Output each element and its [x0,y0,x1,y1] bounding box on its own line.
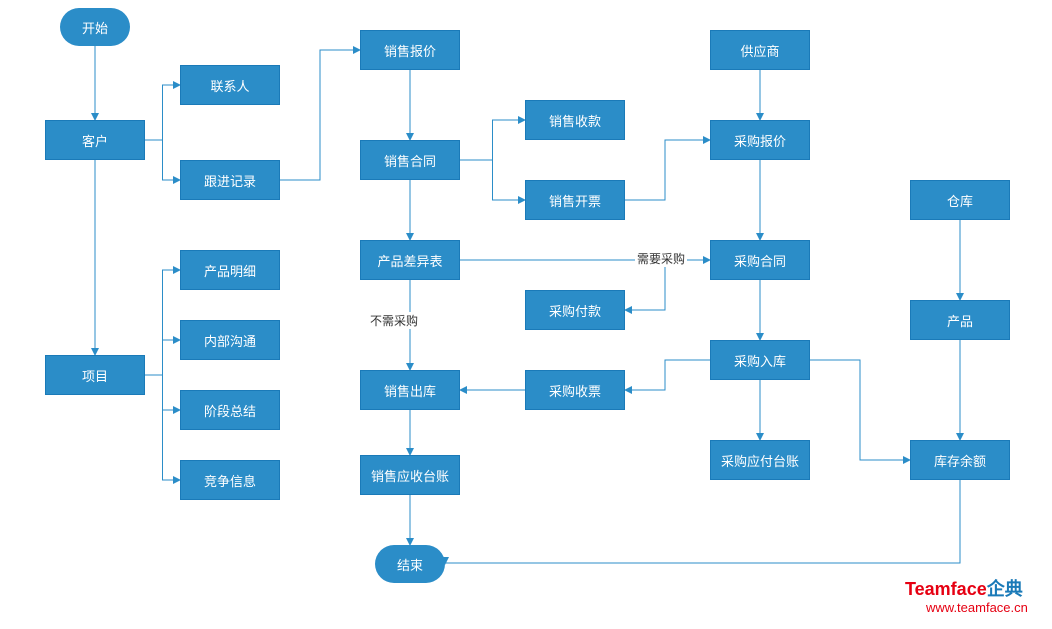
node-contract: 销售合同 [360,140,460,180]
edge-pcontract-ppay [625,260,710,310]
node-pcontract: 采购合同 [710,240,810,280]
node-followup: 跟进记录 [180,160,280,200]
edge-contract-receipt [460,120,525,160]
brand-title: Teamface企典 [905,575,1023,601]
node-end: 结束 [375,545,445,583]
node-contact: 联系人 [180,65,280,105]
node-warehouse: 仓库 [910,180,1010,220]
edge-invoice-pquote [625,140,710,200]
node-receipt: 销售收款 [525,100,625,140]
edge-contract-invoice [460,160,525,200]
node-pquote: 采购报价 [710,120,810,160]
edge-project-internal [145,340,180,375]
node-outstock: 销售出库 [360,370,460,410]
brand-url: www.teamface.cn [926,600,1028,615]
brand-qidian: 企典 [987,579,1023,599]
node-stockbal: 库存余额 [910,440,1010,480]
edge-label: 需要采购 [635,250,687,267]
node-compete: 竞争信息 [180,460,280,500]
node-invoice: 销售开票 [525,180,625,220]
node-arledger: 销售应收台账 [360,455,460,495]
edge-followup-quote [280,50,360,180]
node-start: 开始 [60,8,130,46]
edge-project-proddetail [145,270,180,375]
node-supplier: 供应商 [710,30,810,70]
edge-customer-contact [145,85,180,140]
node-apledger: 采购应付台账 [710,440,810,480]
node-customer: 客户 [45,120,145,160]
node-diff: 产品差异表 [360,240,460,280]
node-project: 项目 [45,355,145,395]
node-pin: 采购入库 [710,340,810,380]
edge-label: 不需采购 [368,312,420,329]
edge-stockbal-end [445,480,960,564]
node-stage: 阶段总结 [180,390,280,430]
edge-customer-followup [145,140,180,180]
edge-pin-stockbal [810,360,910,460]
node-ppay: 采购付款 [525,290,625,330]
flowchart-canvas: 开始客户联系人跟进记录项目 产品明细内部沟通阶段总结竞争信息 销售报价销售合同 销售收… [0,0,1052,629]
node-product: 产品 [910,300,1010,340]
edge-project-compete [145,375,180,480]
edge-pin-preceipt [625,360,710,390]
node-quote: 销售报价 [360,30,460,70]
node-preceipt: 采购收票 [525,370,625,410]
brand-teamface: Teamface [905,579,987,599]
node-internal: 内部沟通 [180,320,280,360]
edge-project-stage [145,375,180,410]
node-proddetail: 产品明细 [180,250,280,290]
